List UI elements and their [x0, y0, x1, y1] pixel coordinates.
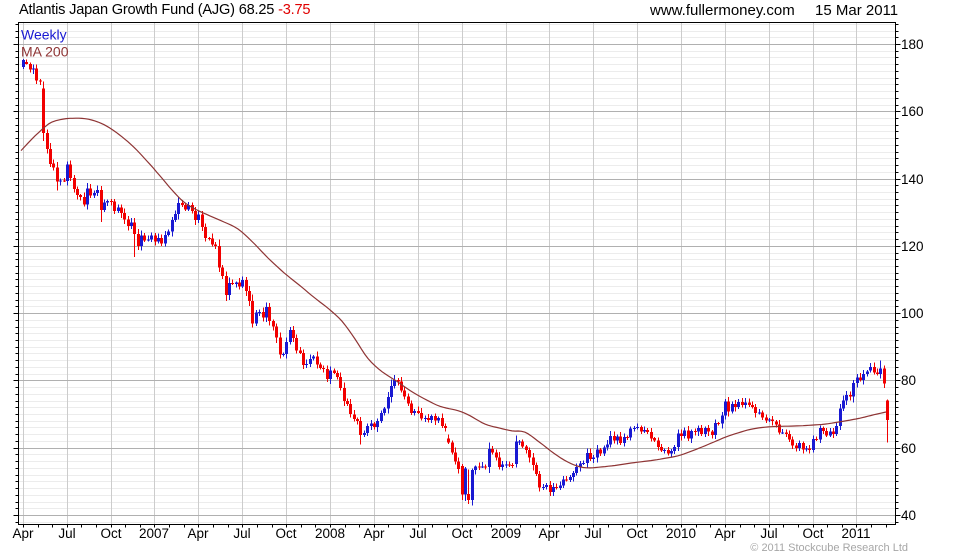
svg-text:© 2011 Stockcube Research Ltd: © 2011 Stockcube Research Ltd: [750, 542, 908, 554]
svg-text:Oct: Oct: [451, 526, 472, 541]
svg-text:80: 80: [901, 373, 916, 388]
svg-text:2010: 2010: [666, 526, 696, 541]
svg-text:Jul: Jul: [409, 526, 426, 541]
svg-text:Weekly: Weekly: [21, 27, 67, 43]
svg-text:2011: 2011: [841, 526, 870, 541]
svg-text:40: 40: [901, 508, 916, 523]
svg-text:2008: 2008: [315, 526, 345, 541]
svg-text:Oct: Oct: [275, 526, 296, 541]
svg-text:Jul: Jul: [760, 526, 777, 541]
svg-text:120: 120: [901, 239, 924, 254]
svg-text:Apr: Apr: [12, 526, 34, 541]
svg-text:180: 180: [901, 37, 924, 52]
svg-text:Apr: Apr: [538, 526, 560, 541]
svg-text:140: 140: [901, 172, 924, 187]
svg-text:100: 100: [901, 306, 924, 321]
svg-text:MA 200: MA 200: [21, 44, 69, 60]
svg-text:2007: 2007: [139, 526, 169, 541]
svg-text:60: 60: [901, 441, 916, 456]
svg-text:Oct: Oct: [802, 526, 823, 541]
svg-text:Oct: Oct: [100, 526, 121, 541]
svg-text:Jul: Jul: [58, 526, 75, 541]
svg-text:Oct: Oct: [626, 526, 647, 541]
svg-text:Apr: Apr: [714, 526, 736, 541]
svg-text:2009: 2009: [491, 526, 521, 541]
svg-text:Apr: Apr: [187, 526, 209, 541]
svg-text:Jul: Jul: [584, 526, 601, 541]
svg-text:Apr: Apr: [363, 526, 385, 541]
svg-text:Jul: Jul: [233, 526, 250, 541]
svg-text:160: 160: [901, 104, 924, 119]
